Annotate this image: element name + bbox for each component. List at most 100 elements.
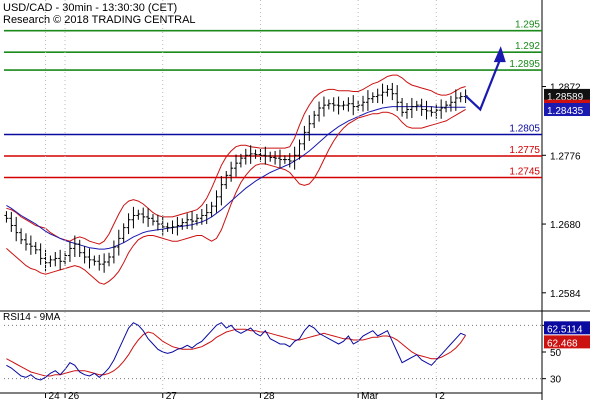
ohlc-bar [429,106,434,117]
ohlc-bar [287,153,292,168]
ohlc-bar [317,101,322,122]
time-tick-label: 24 [49,391,61,400]
time-tick-label: 27 [166,391,178,400]
ohlc-bar [404,102,409,119]
ohlc-bar [448,95,453,112]
ohlc-bar [67,241,72,263]
ohlc-bar [292,146,297,170]
indicator-value-box [544,103,590,117]
ohlc-bar [136,209,141,220]
last-price-label: 1.28589 [547,92,584,103]
ohlc-bar [48,255,53,268]
level-label: 1.2805 [509,124,540,135]
ohlc-bar [204,203,209,225]
ohlc-bar [341,100,346,111]
ohlc-bar [258,148,263,162]
ohlc-bar [97,254,102,271]
ohlc-bar [351,95,356,116]
ohlc-bar [155,214,160,231]
ohlc-bar [116,229,121,256]
ohlc-bar [248,145,253,164]
ohlc-bar [390,82,395,101]
price-tick-label: 1.2776 [550,151,581,162]
ohlc-bar [185,213,190,230]
ohlc-bar [297,139,302,160]
ohlc-bar [409,97,414,119]
ohlc-bar [165,222,170,232]
ohlc-bar [58,249,63,270]
ohlc-bar [102,253,107,273]
time-tick-label: 28 [263,391,275,400]
ohlc-bar [234,154,239,177]
ohlc-bar [107,252,112,267]
ohlc-bar [424,100,429,120]
ohlc-bar [38,243,43,265]
ohlc-bar [277,149,282,169]
ohlc-bar [453,89,458,111]
ohlc-bar [150,214,155,226]
rsi-tick-label: 30 [550,375,562,386]
ohlc-bar [385,85,390,97]
ohlc-bar [131,206,136,229]
ohlc-bar [190,211,195,230]
ohlc-bar [361,95,366,112]
ohlc-bar [77,239,82,257]
last-price-box [544,88,590,102]
time-tick-label: 2 [439,391,445,400]
ohlc-bar [346,97,351,112]
level-label: 1.2895 [509,59,540,70]
ohlc-bar [170,220,175,235]
ohlc-bar [419,98,424,116]
ohlc-bar [63,251,68,266]
indicator-value-label: 1.28435 [547,106,584,117]
ohlc-bar [414,100,419,111]
ohlc-bar [370,92,375,103]
ohlc-bar [199,209,204,225]
ohlc-bar [111,240,116,264]
ohlc-bar [224,171,229,189]
ohlc-bar [444,100,449,113]
ohlc-bar [238,153,243,168]
ohlc-bar [326,99,331,110]
rsi-value-box [544,335,590,349]
ohlc-bar [209,201,214,217]
time-tick-label: Mar [361,391,379,400]
ohlc-bar [263,146,268,165]
ohlc-bar [253,149,258,159]
rsi-panel-title: RSI14 - 9MA [3,312,61,323]
chart-header-line1: USD/CAD - 30min - 13:30:30 (CET) [3,2,177,14]
projection-arrowhead [493,46,506,63]
ohlc-bar [302,125,307,151]
ohlc-bar [458,92,463,103]
ohlc-bar [380,83,385,104]
ohlc-bar [19,228,24,245]
ohlc-bar [175,216,180,236]
bollinger-lower-line [6,108,466,285]
ohlc-bar [356,100,361,111]
level-label: 1.295 [515,20,540,31]
rsi-value-label: 62.5114 [547,324,583,335]
chart-header-line2: Research © 2018 TRADING CENTRAL [3,14,196,26]
ohlc-bar [439,99,444,119]
ohlc-bar [146,208,151,227]
price-tick-label: 1.2872 [550,83,581,94]
ohlc-bar [331,97,336,112]
ohlc-bar [375,88,380,103]
ohlc-bar [82,246,87,264]
moving-average-line [6,106,466,250]
rsi-line [6,322,466,381]
ohlc-bar [336,96,341,115]
ohlc-bar [307,115,312,141]
ohlc-bar [4,211,9,223]
rsi-tick-label: 50 [550,348,562,359]
ohlc-bar [214,190,219,213]
level-label: 1.292 [515,41,540,52]
time-tick-label: 26 [68,391,80,400]
price-tick-label: 1.2584 [550,289,581,300]
ohlc-bar [400,97,405,117]
ohlc-bar [72,235,77,257]
ohlc-bar [28,235,33,255]
ohlc-bar [92,255,97,266]
